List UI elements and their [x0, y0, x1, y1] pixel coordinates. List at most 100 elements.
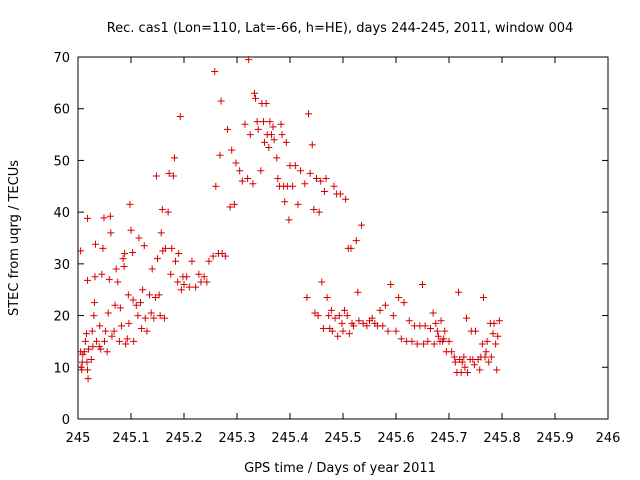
data-point: [325, 312, 333, 320]
data-point: [160, 314, 168, 322]
data-point: [115, 337, 123, 345]
data-point: [192, 283, 200, 291]
data-point: [167, 270, 175, 278]
data-point: [140, 242, 148, 250]
data-point: [120, 262, 128, 270]
x-tick-label: 245.3: [218, 431, 255, 446]
data-point: [334, 332, 342, 340]
data-point: [322, 175, 330, 183]
data-point: [123, 335, 131, 343]
y-tick-label: 20: [53, 310, 70, 325]
data-point: [108, 332, 116, 340]
data-point: [397, 335, 405, 343]
data-point: [354, 288, 362, 296]
data-point: [318, 278, 326, 286]
data-point: [455, 288, 463, 296]
data-point: [257, 167, 265, 175]
data-point: [244, 175, 252, 183]
data-point: [188, 257, 196, 265]
tick-group: 245 245.1 245.2 245.3 245.4 245.5 245.6 245.7 24…: [53, 51, 620, 446]
data-point: [156, 312, 164, 320]
x-axis-label: GPS time / Days of year 2011: [244, 461, 436, 476]
data-point: [200, 273, 208, 281]
x-tick-label: 245.8: [483, 431, 520, 446]
data-point: [355, 317, 363, 325]
data-point: [134, 312, 142, 320]
data-point: [110, 327, 118, 335]
data-point: [104, 309, 112, 317]
data-point: [84, 366, 92, 374]
data-point: [395, 293, 403, 301]
data-point: [203, 278, 211, 286]
data-point: [274, 175, 282, 183]
data-point: [164, 208, 172, 216]
data-point: [303, 293, 311, 301]
data-point: [450, 353, 458, 361]
data-point: [117, 322, 125, 330]
data-point: [98, 270, 106, 278]
data-point: [101, 337, 108, 345]
data-point: [305, 110, 313, 118]
data-point: [211, 67, 219, 75]
data-point: [331, 314, 339, 322]
data-point: [392, 327, 400, 335]
data-point: [91, 273, 99, 281]
data-point: [241, 120, 249, 128]
data-point: [301, 180, 309, 188]
data-point: [238, 177, 246, 185]
data-point: [83, 358, 91, 366]
data-point: [387, 281, 395, 289]
data-point: [448, 348, 456, 356]
data-point: [419, 281, 426, 289]
data-point: [157, 229, 165, 237]
data-point: [84, 214, 92, 222]
data-point: [430, 340, 438, 348]
data-point: [320, 187, 328, 195]
data-point: [246, 131, 254, 139]
data-point: [476, 366, 484, 374]
x-tick-label: 245.9: [536, 431, 573, 446]
data-point: [490, 319, 498, 327]
data-point: [335, 312, 343, 320]
data-point: [254, 125, 262, 133]
data-point: [114, 278, 122, 286]
data-point: [87, 356, 95, 364]
x-tick-label: 245.2: [165, 431, 202, 446]
data-point: [185, 283, 193, 291]
data-point: [376, 306, 384, 314]
data-point: [230, 200, 238, 208]
data-point: [252, 94, 260, 102]
data-point: [226, 203, 234, 211]
data-point: [458, 358, 466, 366]
data-point: [85, 345, 93, 353]
data-point: [90, 299, 98, 307]
data-point: [358, 221, 366, 229]
x-tick-label: 245.5: [324, 431, 361, 446]
data-point: [389, 312, 397, 320]
data-point: [494, 332, 502, 340]
data-point: [132, 301, 140, 309]
data-point: [88, 327, 96, 335]
data-point: [236, 167, 244, 175]
data-point: [328, 327, 336, 335]
data-point: [482, 348, 490, 356]
data-point: [137, 299, 145, 307]
data-point: [336, 190, 344, 198]
data-point: [479, 293, 487, 301]
data-point: [147, 309, 155, 317]
data-point: [103, 348, 111, 356]
data-point: [464, 368, 472, 376]
data-point: [487, 353, 495, 361]
data-point: [232, 159, 240, 167]
y-tick-label: 50: [53, 154, 70, 169]
data-point: [111, 301, 119, 309]
data-point: [314, 312, 322, 320]
data-point: [89, 343, 97, 351]
data-point: [485, 358, 493, 366]
data-point: [483, 337, 491, 345]
data-point: [400, 299, 408, 307]
data-point: [347, 244, 355, 252]
data-point: [421, 322, 429, 330]
data-point: [180, 281, 188, 289]
data-point: [112, 265, 120, 273]
